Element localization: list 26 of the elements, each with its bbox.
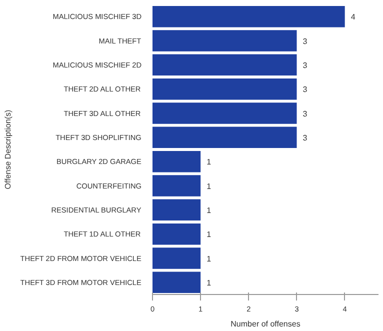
y-axis-title: Offense Description(s) [3,109,12,190]
bar [152,6,345,28]
data-label: 1 [206,158,212,167]
x-axis-title: Number of offenses [230,320,300,328]
data-label: 3 [302,36,308,46]
bar [152,223,201,245]
data-label: 1 [206,230,212,240]
data-label: 3 [302,60,308,70]
bar [152,30,297,52]
data-label: 1 [206,206,212,215]
bar [152,175,201,196]
bar [152,78,297,100]
bar [152,248,201,269]
bar [152,102,297,124]
data-label: 4 [350,12,356,22]
bar [152,272,201,294]
data-label: 1 [206,254,212,264]
data-label: 1 [206,182,212,191]
bar [152,126,297,148]
data-label: 1 [206,278,212,288]
data-label: 3 [302,109,308,118]
data-label: 3 [302,85,308,94]
data-label: 3 [302,133,308,142]
bar [152,150,201,172]
bar [152,199,201,221]
bar [152,54,297,76]
